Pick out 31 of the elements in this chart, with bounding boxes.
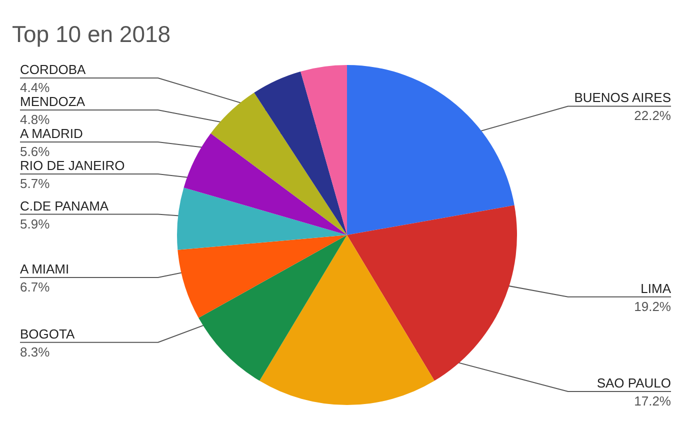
- slice-label: CORDOBA: [20, 62, 86, 77]
- data-label: 4.4%: [20, 80, 50, 95]
- pie-slice: [300, 65, 347, 235]
- slice-label: SAO PAULO: [596, 376, 671, 390]
- data-label: 5.7%: [20, 176, 50, 191]
- pie-slice: [260, 235, 434, 405]
- slice-label: RIO DE JANEIRO: [20, 158, 125, 173]
- slice-label: C.DE PANAMA: [20, 198, 109, 214]
- slice-label: MENDOZA: [20, 94, 86, 109]
- pie-slice: [210, 92, 347, 235]
- data-label: 17.2%: [634, 394, 672, 408]
- pie-slice: [347, 205, 517, 381]
- slice-label: BUENOS AIRES: [574, 90, 672, 106]
- data-label: 6.7%: [20, 279, 50, 294]
- pie-slice: [178, 235, 347, 318]
- pie-slice: [198, 235, 347, 381]
- data-label: 8.3%: [20, 344, 50, 360]
- data-label: 4.8%: [20, 112, 50, 127]
- pie-slice: [347, 65, 514, 235]
- pie-slice: [184, 133, 347, 235]
- pie-slice: [254, 71, 347, 235]
- slice-label: A MADRID: [20, 126, 83, 141]
- slice-label: LIMA: [640, 280, 672, 296]
- data-label: 5.9%: [20, 216, 50, 232]
- chart-title: Top 10 en 2018: [12, 21, 171, 47]
- slice-label: BOGOTA: [20, 326, 75, 342]
- slice-label: A MIAMI: [20, 261, 70, 276]
- data-label: 19.2%: [634, 298, 672, 314]
- data-label: 5.6%: [20, 144, 50, 159]
- data-label: 22.2%: [634, 108, 672, 124]
- pie-slice: [177, 188, 347, 250]
